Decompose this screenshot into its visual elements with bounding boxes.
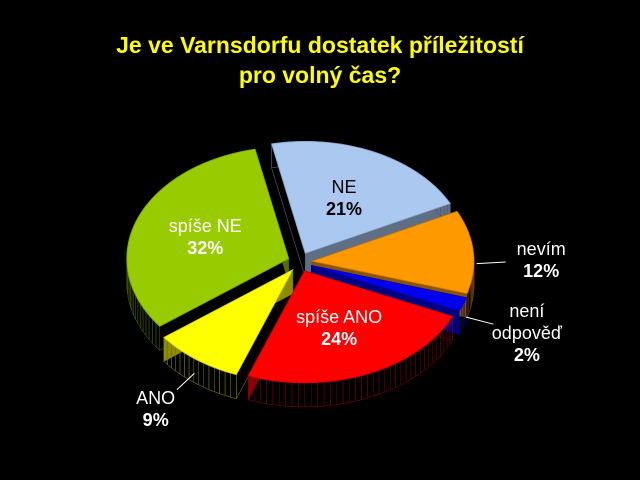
value-label: 12% [523,260,560,281]
leader-line [476,261,506,265]
category-label: ANO [136,388,176,409]
slice [247,270,454,384]
value-label: 32% [187,238,224,259]
category-label: nevím [516,238,566,259]
category-label: NE [331,176,357,197]
value-label: 9% [142,410,169,431]
slice-label: NE 21% [326,176,362,220]
value-label: 24% [321,328,358,349]
slice-label: nevím 12% [517,238,566,282]
slice [126,148,290,327]
chart-title: Je ve Varnsdorfu dostatek příležitostí p… [116,32,524,88]
slice [271,140,451,254]
category-label: spíše ANO [296,306,383,327]
slice-label: spíše ANO 24% [294,306,384,350]
slice-label: spíše NE 32% [169,215,242,259]
category-label: spíše NE [168,216,242,237]
slice [163,268,294,376]
slice [311,264,467,312]
slice-label: ANO 9% [136,387,175,431]
leader-line [465,316,494,325]
category-label: není odpověď [491,300,562,343]
value-label: 21% [325,198,363,219]
slice-label: není odpověď 2% [482,300,572,366]
leader-line [176,373,195,390]
value-label: 2% [513,344,540,365]
slice [310,210,475,295]
